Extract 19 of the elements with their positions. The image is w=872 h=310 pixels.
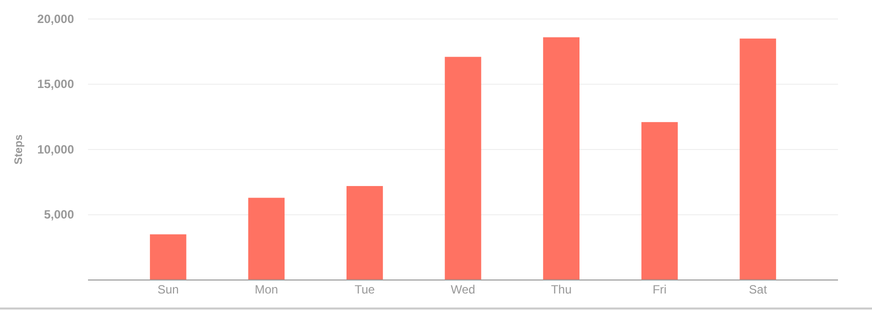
- x-tick-label: Tue: [354, 282, 376, 297]
- x-tick-label: Sun: [157, 282, 179, 297]
- y-tick-label: 20,000: [37, 12, 74, 26]
- y-tick-label: 10,000: [37, 142, 74, 156]
- x-tick-label: Sat: [748, 282, 768, 297]
- y-tick-label: 5,000: [44, 208, 74, 222]
- x-tick-label: Fri: [652, 282, 667, 297]
- bar: [740, 38, 776, 280]
- bar: [248, 198, 285, 280]
- bar: [150, 234, 186, 280]
- x-tick-label: Wed: [450, 282, 476, 297]
- y-axis-title: Steps: [13, 134, 25, 164]
- bar: [641, 122, 678, 280]
- x-tick-label: Thu: [550, 282, 572, 297]
- y-tick-label: 15,000: [37, 77, 74, 92]
- bar: [543, 37, 580, 280]
- x-tick-label: Mon: [254, 282, 278, 297]
- bar: [346, 186, 383, 280]
- bar: [444, 56, 482, 280]
